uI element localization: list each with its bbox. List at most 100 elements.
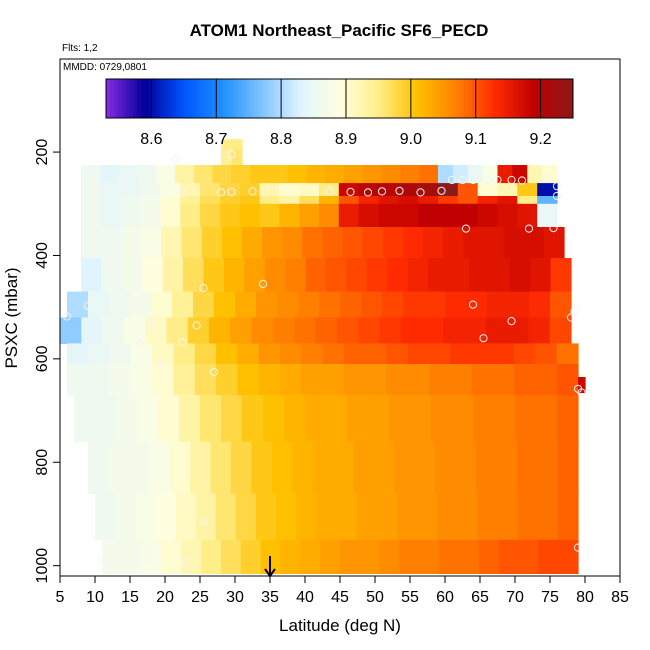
heatmap-cell	[209, 317, 231, 344]
heatmap-cell	[315, 317, 338, 344]
observation-point	[468, 175, 478, 185]
heatmap-cell	[121, 258, 143, 293]
observation-point	[573, 543, 583, 552]
colorbar-swatch	[331, 79, 337, 118]
heatmap-cell	[452, 395, 474, 443]
heatmap-cell	[452, 165, 469, 184]
heatmap-cell	[256, 291, 278, 319]
heatmap-cell	[319, 183, 340, 197]
heatmap-cell	[340, 539, 361, 574]
colorbar-swatch	[514, 79, 520, 118]
heatmap-cell	[423, 227, 444, 259]
colorbar-swatch	[464, 79, 469, 118]
colorbar-tick-label: 9.2	[529, 131, 551, 148]
heatmap-cell	[508, 291, 530, 319]
heatmap-cell	[437, 493, 458, 541]
heatmap-cell	[418, 196, 439, 205]
observation-point	[437, 186, 446, 195]
colorbar-swatch	[565, 79, 570, 118]
heatmap-cell	[353, 441, 375, 494]
heatmap-cell	[140, 183, 161, 197]
heatmap-cell	[399, 539, 420, 574]
colorbar-swatch	[467, 79, 473, 118]
observation-point	[517, 176, 527, 185]
heatmap-cell	[173, 343, 196, 365]
heatmap-cell	[101, 227, 122, 259]
x-tick-label: 5	[56, 589, 65, 606]
colorbar-swatch	[569, 79, 574, 118]
colorbar-swatch	[522, 79, 527, 118]
heatmap-cell	[358, 183, 380, 197]
heatmap-cell	[487, 291, 509, 319]
colorbar-swatch	[499, 79, 504, 118]
x-tick-label: 55	[401, 589, 419, 606]
heatmap-cell	[497, 165, 513, 184]
heatmap-cell	[537, 493, 559, 541]
heatmap-cell	[379, 539, 401, 574]
heatmap-cell	[550, 258, 572, 293]
heatmap-cell	[361, 291, 383, 319]
heatmap-cell	[268, 165, 289, 184]
observation-point	[552, 182, 562, 191]
heatmap-cell	[115, 493, 136, 541]
heatmap-cell	[343, 364, 366, 396]
colorbar-swatch	[226, 79, 232, 118]
heatmap-cell	[259, 196, 280, 205]
observation-point	[146, 556, 156, 565]
colorbar-swatch	[390, 79, 395, 118]
heatmap-cell	[81, 196, 102, 205]
y-tick-label: 600	[34, 345, 51, 372]
heatmap-cell	[160, 203, 181, 228]
heatmap-cell	[221, 139, 233, 150]
colorbar-swatch	[541, 79, 547, 118]
x-tick-label: 30	[226, 589, 244, 606]
heatmap-cell	[201, 539, 222, 574]
heatmap-cell	[102, 539, 123, 574]
heatmap-cell	[272, 317, 295, 344]
heatmap-cell	[279, 196, 300, 205]
heatmap-cell	[302, 227, 324, 259]
heatmap-cell	[398, 196, 419, 205]
heatmap-cell	[514, 364, 536, 396]
heatmap-cell	[325, 165, 345, 184]
heatmap-cell	[537, 203, 558, 228]
observation-point	[458, 175, 467, 185]
colorbar-swatch	[549, 79, 555, 118]
colorbar-swatch	[510, 79, 516, 118]
heatmap-cell	[244, 258, 266, 293]
heatmap-cell	[223, 258, 245, 293]
heatmap-cell	[221, 539, 242, 574]
colorbar-swatch	[483, 79, 488, 118]
colorbar-swatch	[242, 79, 247, 118]
heatmap-cell	[418, 183, 439, 197]
heatmap-cell	[81, 317, 104, 344]
heatmap-cell	[492, 364, 515, 396]
heatmap-cell	[259, 203, 280, 228]
heatmap-cell	[239, 196, 261, 205]
observation-point	[524, 224, 534, 233]
heatmap-cell	[400, 317, 423, 344]
heatmap-cell	[279, 183, 300, 197]
heatmap-cell	[180, 196, 201, 205]
colorbar-swatch	[203, 79, 208, 118]
heatmap-cell	[529, 291, 551, 319]
observation-point	[325, 187, 334, 196]
x-tick-label: 25	[191, 589, 209, 606]
colorbar-swatch	[347, 79, 352, 118]
observation-point	[577, 388, 586, 397]
heatmap-cell	[494, 395, 516, 443]
heatmap-cell	[99, 165, 120, 184]
colorbar-swatch	[308, 79, 313, 118]
observation-point	[377, 187, 387, 196]
heatmap-cell	[410, 395, 432, 443]
heatmap-cell	[497, 493, 519, 541]
colorbar-swatch	[405, 79, 411, 118]
colorbar-swatch	[117, 79, 123, 118]
heatmap-cell	[483, 227, 505, 259]
colorbar-swatch	[129, 79, 134, 118]
x-tick-label: 60	[436, 589, 454, 606]
heatmap-cell	[299, 203, 320, 228]
observation-point	[87, 349, 96, 358]
colorbar-swatch	[327, 79, 333, 118]
colorbar-swatch	[409, 79, 414, 118]
